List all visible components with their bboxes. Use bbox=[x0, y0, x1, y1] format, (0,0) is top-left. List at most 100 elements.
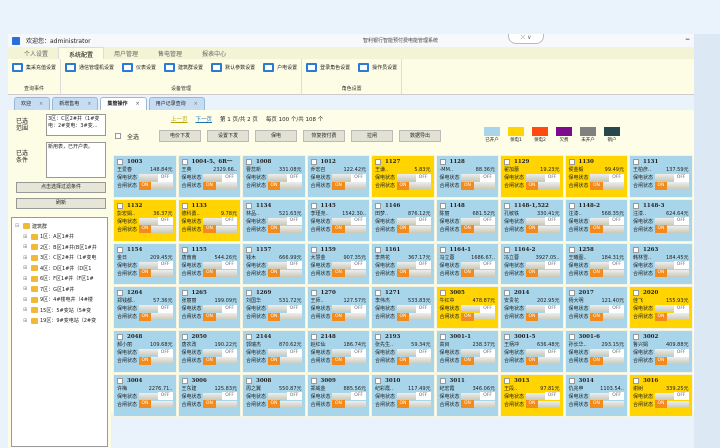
power-toggle[interactable]: OFF bbox=[525, 261, 560, 270]
meter-card[interactable]: 1127 王谦.. 5.83元 保电状态 OFF 合闸状态 ON bbox=[371, 155, 435, 198]
power-toggle[interactable]: OFF bbox=[461, 173, 495, 182]
switch-toggle[interactable]: ON bbox=[461, 225, 495, 234]
card-checkbox[interactable] bbox=[375, 290, 381, 297]
card-checkbox[interactable] bbox=[504, 159, 510, 165]
meter-card[interactable]: 1148-3 注漆.. 624.64元 保电状态 OFF 合闸状态 ON bbox=[629, 198, 693, 242]
power-toggle[interactable]: OFF bbox=[332, 261, 366, 270]
meter-card[interactable]: 1263 韩林雪.. 184.45元 保电状态 OFF 合闸状态 ON bbox=[629, 242, 693, 286]
power-toggle[interactable]: OFF bbox=[332, 304, 366, 313]
switch-toggle[interactable]: ON bbox=[267, 181, 302, 190]
switch-toggle[interactable]: ON bbox=[138, 225, 173, 234]
meter-card[interactable]: 1265 张丽丽 199.09元 保电状态 OFF 合闸状态 ON bbox=[177, 286, 241, 330]
ribbon-button[interactable]: 集采充值设置 bbox=[12, 63, 56, 72]
meter-card[interactable]: 1128 -MM.. 88.36元 保电状态 OFF 合闸状态 ON bbox=[435, 155, 499, 198]
switch-toggle[interactable]: ON bbox=[590, 269, 624, 278]
switch-toggle[interactable]: ON bbox=[332, 225, 366, 234]
expand-icon[interactable]: ⊞ bbox=[23, 254, 28, 261]
meter-card[interactable]: 1129 翟加蕾 19.23元 保电状态 OFF 合闸状态 ON bbox=[500, 155, 564, 198]
toolbar-button[interactable]: 恢复按付费 bbox=[303, 130, 346, 142]
power-toggle[interactable]: OFF bbox=[654, 392, 689, 401]
power-toggle[interactable]: OFF bbox=[396, 304, 431, 313]
card-checkbox[interactable] bbox=[439, 246, 446, 253]
meter-card[interactable]: 3001-5 王柄冲 636.48元 保电状态 OFF 合闸状态 ON bbox=[500, 330, 564, 373]
card-checkbox[interactable] bbox=[375, 246, 381, 253]
toolbar-button[interactable]: 设置下发 bbox=[207, 130, 250, 142]
meter-card[interactable]: 2144 郭瑞杰 870.62元 保电状态 OFF 合闸状态 ON bbox=[242, 330, 306, 373]
switch-toggle[interactable]: ON bbox=[654, 400, 689, 409]
card-checkbox[interactable] bbox=[181, 202, 188, 209]
tree-node[interactable]: ⊞ 6区：F区1#井（F区1# bbox=[15, 274, 104, 285]
meter-card[interactable]: 1271 李伟杰 533.83元 保电状态 OFF 合闸状态 ON bbox=[371, 286, 435, 330]
card-checkbox[interactable] bbox=[439, 290, 446, 297]
power-toggle[interactable]: OFF bbox=[203, 392, 237, 401]
meter-card[interactable]: 3010 纪彩霞.. 117.49元 保电状态 OFF 合闸状态 ON bbox=[371, 373, 435, 417]
switch-toggle[interactable]: ON bbox=[267, 269, 302, 278]
switch-toggle[interactable]: ON bbox=[138, 269, 173, 278]
switch-toggle[interactable]: ON bbox=[396, 356, 431, 365]
switch-toggle[interactable]: ON bbox=[525, 269, 560, 278]
switch-toggle[interactable]: ON bbox=[525, 400, 560, 409]
expand-icon[interactable]: ⊞ bbox=[23, 233, 28, 240]
power-toggle[interactable]: OFF bbox=[267, 217, 302, 226]
switch-toggle[interactable]: ON bbox=[590, 312, 624, 321]
power-toggle[interactable]: OFF bbox=[461, 304, 495, 313]
card-checkbox[interactable] bbox=[246, 159, 252, 165]
tree-node[interactable]: ⊞ 1区：A区1#井 bbox=[15, 232, 104, 243]
minimize-icon[interactable]: − bbox=[684, 36, 690, 43]
card-checkbox[interactable] bbox=[633, 202, 639, 209]
card-checkbox[interactable] bbox=[633, 159, 639, 165]
switch-toggle[interactable]: ON bbox=[138, 312, 173, 321]
meter-card[interactable]: 1270 王师.. 127.57元 保电状态 OFF 合闸状态 ON bbox=[306, 286, 370, 330]
ribbon-button[interactable]: 建筑群设置 bbox=[164, 63, 203, 72]
switch-toggle[interactable]: ON bbox=[203, 181, 237, 190]
power-toggle[interactable]: OFF bbox=[138, 217, 173, 226]
meter-card[interactable]: 1004-5、6R一 王英 2329.66.. 保电状态 OFF 合闸状态 ON bbox=[177, 155, 241, 198]
power-toggle[interactable]: OFF bbox=[138, 173, 173, 182]
meter-card[interactable]: 3005 牛红中 478.87元 保电状态 OFF 合闸状态 ON bbox=[435, 286, 499, 330]
card-checkbox[interactable] bbox=[504, 246, 510, 253]
power-toggle[interactable]: OFF bbox=[396, 173, 431, 182]
switch-toggle[interactable]: ON bbox=[590, 225, 624, 234]
meter-card[interactable]: 1003 王爱春 148.84元 保电状态 OFF 合闸状态 ON bbox=[113, 155, 177, 198]
meter-card[interactable]: 1145 李瑾尧.. 1542.30.. 保电状态 OFF 合闸状态 ON bbox=[306, 198, 370, 242]
meter-card[interactable]: 2050 唐农改 190.22元 保电状态 OFF 合闸状态 ON bbox=[177, 330, 241, 373]
card-checkbox[interactable] bbox=[181, 246, 188, 253]
doc-tab[interactable]: 欢迎 × bbox=[14, 97, 51, 110]
card-checkbox[interactable] bbox=[568, 334, 575, 341]
switch-toggle[interactable]: ON bbox=[654, 312, 689, 321]
power-toggle[interactable]: OFF bbox=[590, 217, 624, 226]
toolbar-button[interactable]: 电价下发 bbox=[159, 130, 202, 142]
power-toggle[interactable]: OFF bbox=[654, 348, 689, 357]
card-checkbox[interactable] bbox=[181, 290, 188, 297]
power-toggle[interactable]: OFF bbox=[396, 348, 431, 357]
card-checkbox[interactable] bbox=[568, 159, 575, 165]
expand-icon[interactable]: ⊞ bbox=[23, 265, 28, 272]
switch-toggle[interactable]: ON bbox=[654, 356, 689, 365]
meter-card[interactable]: 2014 安贵花 202.95元 保电状态 OFF 合闸状态 ON bbox=[500, 286, 564, 330]
meter-card[interactable]: 3016 谢树 339.25元 保电状态 OFF 合闸状态 ON bbox=[629, 373, 693, 417]
power-toggle[interactable]: OFF bbox=[590, 261, 624, 270]
card-checkbox[interactable] bbox=[568, 377, 575, 384]
tree-node[interactable]: ⊞ 2区：B区1#井(B区1#井 bbox=[15, 242, 104, 253]
switch-toggle[interactable]: ON bbox=[203, 269, 237, 278]
meter-card[interactable]: 1134 林品.. 521.63元 保电状态 OFF 合闸状态 ON bbox=[242, 198, 306, 242]
switch-toggle[interactable]: ON bbox=[267, 312, 302, 321]
meter-card[interactable]: 2017 杨大明 121.40元 保电状态 OFF 合闸状态 ON bbox=[564, 286, 628, 330]
switch-toggle[interactable]: ON bbox=[396, 312, 431, 321]
meter-card[interactable]: 1258 王曦图.. 184.31元 保电状态 OFF 合闸状态 ON bbox=[564, 242, 628, 286]
tree-node[interactable]: ⊞ 3区：C区2#井（1#变电 bbox=[15, 253, 104, 264]
select-all-checkbox[interactable] bbox=[115, 133, 121, 139]
ribbon-button[interactable]: 登录角色设置 bbox=[306, 63, 350, 72]
power-toggle[interactable]: OFF bbox=[267, 261, 302, 270]
power-toggle[interactable]: OFF bbox=[203, 261, 237, 270]
meter-card[interactable]: 3002 鲁兴娟 409.88元 保电状态 OFF 合闸状态 ON bbox=[629, 330, 693, 373]
power-toggle[interactable]: OFF bbox=[267, 173, 302, 182]
meter-card[interactable]: 2020 佳飞 155.93元 保电状态 OFF 合闸状态 ON bbox=[629, 286, 693, 330]
power-toggle[interactable]: OFF bbox=[525, 392, 560, 401]
card-checkbox[interactable] bbox=[246, 290, 252, 297]
card-checkbox[interactable] bbox=[439, 159, 446, 165]
switch-toggle[interactable]: ON bbox=[203, 225, 237, 234]
power-toggle[interactable]: OFF bbox=[332, 173, 366, 182]
switch-toggle[interactable]: ON bbox=[525, 356, 560, 365]
card-checkbox[interactable] bbox=[310, 290, 317, 297]
